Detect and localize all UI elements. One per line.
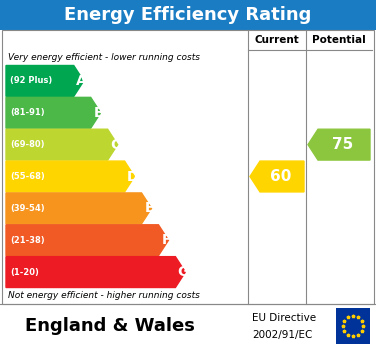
Text: Not energy efficient - higher running costs: Not energy efficient - higher running co… xyxy=(8,292,200,301)
Polygon shape xyxy=(6,97,101,128)
Text: (69-80): (69-80) xyxy=(10,140,44,149)
Text: EU Directive: EU Directive xyxy=(252,313,316,323)
Text: (21-38): (21-38) xyxy=(10,236,45,245)
Text: 60: 60 xyxy=(270,169,292,184)
Text: E: E xyxy=(145,201,154,215)
Text: A: A xyxy=(76,74,87,88)
Text: (39-54): (39-54) xyxy=(10,204,45,213)
Text: (1-20): (1-20) xyxy=(10,268,39,277)
Polygon shape xyxy=(6,193,152,224)
Polygon shape xyxy=(6,161,135,192)
Bar xyxy=(336,308,370,344)
Text: 75: 75 xyxy=(332,137,353,152)
Polygon shape xyxy=(6,225,168,256)
Text: D: D xyxy=(127,169,138,183)
Polygon shape xyxy=(6,129,118,160)
Text: (81-91): (81-91) xyxy=(10,108,45,117)
Text: Energy Efficiency Rating: Energy Efficiency Rating xyxy=(64,6,312,24)
Text: F: F xyxy=(162,233,171,247)
Polygon shape xyxy=(6,256,185,287)
Text: 2002/91/EC: 2002/91/EC xyxy=(252,330,312,340)
Polygon shape xyxy=(308,129,370,160)
Bar xyxy=(0,0,376,30)
Polygon shape xyxy=(250,161,304,192)
Text: C: C xyxy=(111,138,121,152)
Bar xyxy=(2,30,374,304)
Text: England & Wales: England & Wales xyxy=(25,317,195,335)
Text: B: B xyxy=(93,106,104,120)
Text: Current: Current xyxy=(255,35,299,45)
Text: (92 Plus): (92 Plus) xyxy=(10,77,52,85)
Text: G: G xyxy=(178,265,189,279)
Text: (55-68): (55-68) xyxy=(10,172,45,181)
Text: Very energy efficient - lower running costs: Very energy efficient - lower running co… xyxy=(8,53,200,62)
Text: Potential: Potential xyxy=(312,35,366,45)
Polygon shape xyxy=(6,65,84,96)
